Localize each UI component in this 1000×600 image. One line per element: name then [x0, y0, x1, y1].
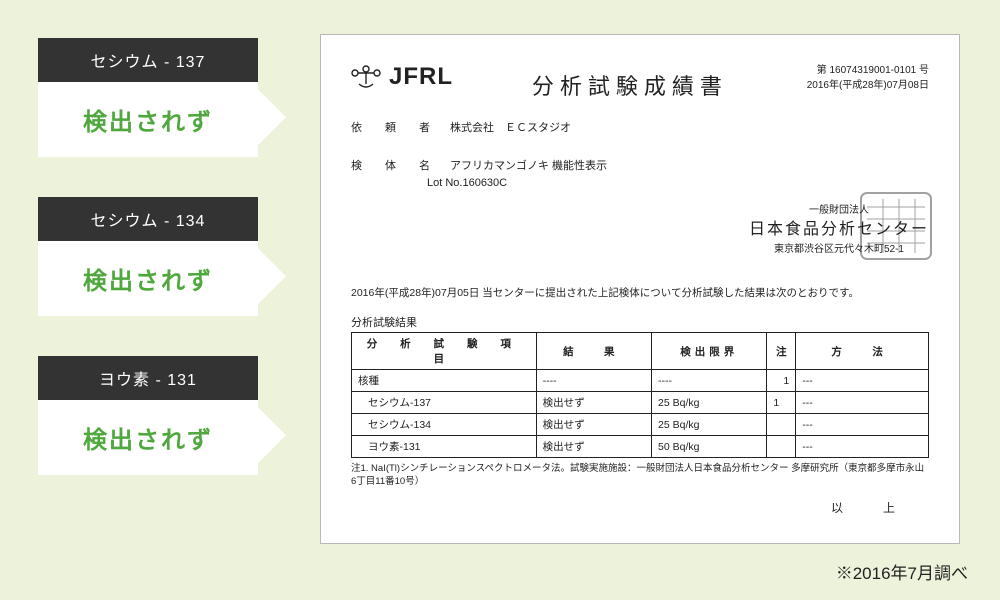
- table-row: ヨウ素-131 検出せず 50 Bq/kg ---: [352, 436, 929, 458]
- callout-result: 検出されず: [38, 82, 258, 157]
- callout-label: ヨウ素 - 131: [38, 356, 258, 400]
- cell-note: 1: [767, 392, 796, 414]
- callout-cesium-137: セシウム - 137 検出されず: [38, 38, 258, 157]
- org-name: 日本食品分析センター: [749, 218, 929, 242]
- th-result: 結 果: [536, 333, 651, 370]
- callout-result: 検出されず: [38, 241, 258, 316]
- callouts-column: セシウム - 137 検出されず セシウム - 134 検出されず ヨウ素 - …: [38, 38, 268, 475]
- cell-item: ヨウ素-131: [352, 436, 537, 458]
- section-cell: 核種: [352, 370, 537, 392]
- callout-label: セシウム - 134: [38, 197, 258, 241]
- cell-note: [767, 414, 796, 436]
- client-row: 依 頼 者 株式会社 ＥＣスタジオ: [351, 119, 929, 135]
- table-header-row: 分 析 試 験 項 目 結 果 検出限界 注 方 法: [352, 333, 929, 370]
- cell-limit: 50 Bq/kg: [652, 436, 767, 458]
- issue-date: 2016年(平成28年)07月08日: [807, 78, 929, 93]
- callout-arrow-icon: [256, 246, 286, 306]
- callout-cesium-134: セシウム - 134 検出されず: [38, 197, 258, 316]
- jfrl-logo-icon: [351, 64, 381, 90]
- table-section-row: 核種 -------- 1---: [352, 370, 929, 392]
- doc-number-block: 第 16074319001-0101 号 2016年(平成28年)07月08日: [807, 63, 929, 93]
- org-pre: 一般財団法人: [749, 203, 929, 218]
- cell-method: ---: [796, 436, 929, 458]
- cell-method: ---: [796, 392, 929, 414]
- cell-item: セシウム-137: [352, 392, 537, 414]
- cell-note: [767, 436, 796, 458]
- organization-block: 一般財団法人 日本食品分析センター 東京都渋谷区元代々木町52-1: [749, 203, 929, 257]
- cell-item: セシウム-134: [352, 414, 537, 436]
- th-method: 方 法: [796, 333, 929, 370]
- callout-label: セシウム - 137: [38, 38, 258, 82]
- report-title: 分析試験成績書: [532, 69, 728, 101]
- table-row: セシウム-134 検出せず 25 Bq/kg ---: [352, 414, 929, 436]
- sample-label: 検 体 名: [351, 157, 436, 173]
- callout-arrow-icon: [256, 87, 286, 147]
- report-document: JFRL 分析試験成績書 第 16074319001-0101 号 2016年(…: [320, 34, 960, 544]
- sample-row: 検 体 名 アフリカマンゴノキ 機能性表示 Lot No.160630C: [351, 157, 929, 189]
- cell-result: 検出せず: [536, 436, 651, 458]
- intro-text: 2016年(平成28年)07月05日 当センターに提出された上記検体について分析…: [351, 285, 929, 300]
- callout-iodine-131: ヨウ素 - 131 検出されず: [38, 356, 258, 475]
- table-row: セシウム-137 検出せず 25 Bq/kg 1 ---: [352, 392, 929, 414]
- th-item: 分 析 試 験 項 目: [352, 333, 537, 370]
- doc-header-row: JFRL 分析試験成績書 第 16074319001-0101 号 2016年(…: [351, 63, 929, 101]
- th-limit: 検出限界: [652, 333, 767, 370]
- cell-limit: 25 Bq/kg: [652, 392, 767, 414]
- callout-result: 検出されず: [38, 400, 258, 475]
- logo: JFRL: [351, 63, 453, 91]
- results-table: 分 析 試 験 項 目 結 果 検出限界 注 方 法 核種 -------- 1…: [351, 332, 929, 458]
- footnote-note: 注1. NaI(Tl)シンチレーションスペクトロメータ法。試験実施施設：一般財団…: [351, 462, 929, 489]
- table-title: 分析試験結果: [351, 314, 929, 330]
- doc-number: 第 16074319001-0101 号: [807, 63, 929, 78]
- sample-value: アフリカマンゴノキ 機能性表示: [450, 157, 607, 173]
- logo-text: JFRL: [389, 63, 453, 91]
- lot-number: Lot No.160630C: [351, 177, 929, 189]
- th-note: 注: [767, 333, 796, 370]
- cell-result: 検出せず: [536, 392, 651, 414]
- client-label: 依 頼 者: [351, 119, 436, 135]
- page-footnote: ※2016年7月調べ: [836, 559, 968, 584]
- client-value: 株式会社 ＥＣスタジオ: [450, 119, 571, 135]
- cell-limit: 25 Bq/kg: [652, 414, 767, 436]
- end-mark: 以 上: [351, 499, 929, 516]
- callout-arrow-icon: [256, 405, 286, 465]
- org-address: 東京都渋谷区元代々木町52-1: [749, 242, 929, 257]
- cell-result: 検出せず: [536, 414, 651, 436]
- cell-method: ---: [796, 414, 929, 436]
